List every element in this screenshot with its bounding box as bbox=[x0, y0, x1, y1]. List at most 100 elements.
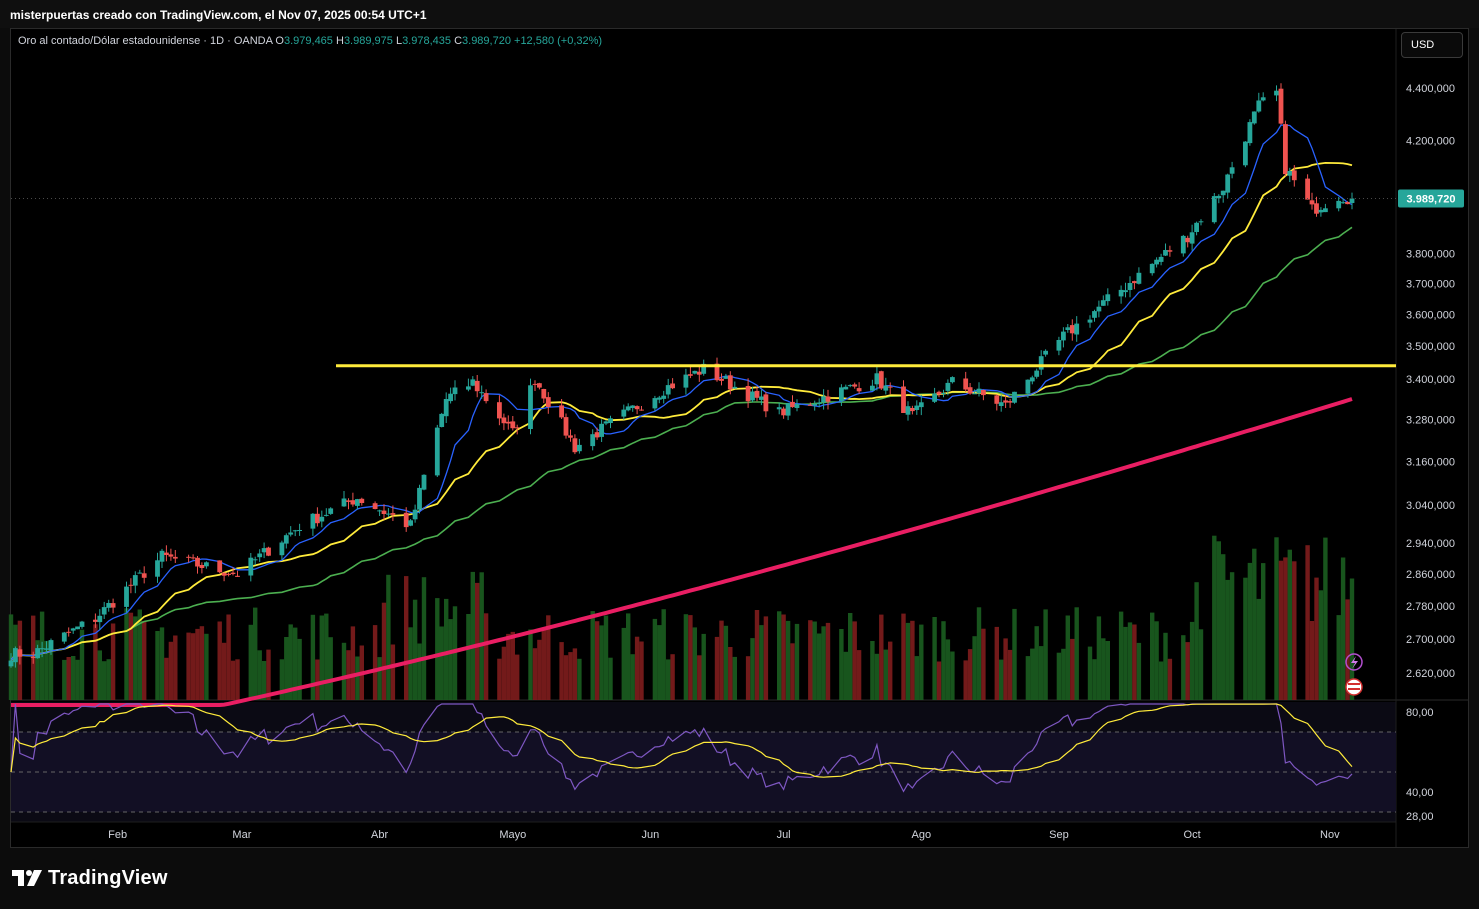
volume-bar bbox=[386, 574, 391, 700]
volume-bar bbox=[315, 659, 320, 700]
volume-bar bbox=[412, 599, 418, 700]
volume-bar bbox=[1087, 646, 1093, 700]
volume-bar bbox=[1105, 641, 1110, 700]
volume-bar bbox=[603, 615, 609, 700]
candle-body bbox=[630, 405, 636, 408]
volume-bar bbox=[781, 614, 786, 700]
candle-body bbox=[381, 510, 387, 514]
candle-body bbox=[1154, 259, 1159, 265]
candle-body bbox=[346, 500, 351, 502]
volume-bar bbox=[226, 614, 231, 700]
candle-body bbox=[279, 542, 285, 556]
volume-bar bbox=[204, 633, 209, 700]
candle-body bbox=[1105, 294, 1111, 302]
close-label: C bbox=[454, 35, 463, 47]
us-flag-stripe-icon bbox=[1348, 688, 1360, 690]
volume-bar bbox=[652, 618, 658, 700]
volume-bar bbox=[981, 628, 986, 700]
volume-bar bbox=[839, 629, 844, 700]
volume-bar bbox=[515, 654, 520, 700]
candle-body bbox=[141, 573, 147, 578]
candle-body bbox=[514, 427, 520, 429]
candle-body bbox=[1100, 300, 1106, 306]
candle-body bbox=[1132, 281, 1137, 284]
open-label: O bbox=[275, 35, 284, 47]
volume-bar bbox=[1229, 572, 1235, 700]
candle-body bbox=[963, 378, 969, 390]
candle-body bbox=[1340, 202, 1346, 204]
candle-body bbox=[1229, 167, 1235, 174]
volume-bar bbox=[577, 658, 582, 700]
volume-bar bbox=[1309, 621, 1315, 700]
candle-body bbox=[350, 500, 356, 505]
currency-button[interactable]: USD bbox=[1401, 32, 1463, 58]
candle-body bbox=[230, 572, 236, 574]
volume-bar bbox=[128, 612, 134, 700]
candle-body bbox=[590, 434, 596, 447]
price-tick-label: 2.620,000 bbox=[1406, 668, 1455, 680]
volume-bar bbox=[657, 625, 662, 700]
candle-body bbox=[1092, 311, 1097, 318]
candle-body bbox=[714, 363, 720, 381]
volume-bar bbox=[883, 649, 888, 700]
ma-20-line bbox=[10, 161, 1353, 662]
volume-bar bbox=[1261, 563, 1266, 700]
candle-body bbox=[8, 660, 14, 667]
volume-bar bbox=[950, 651, 955, 700]
time-tick-label: Abr bbox=[371, 829, 388, 841]
volume-bar bbox=[932, 617, 937, 700]
candle-body bbox=[1043, 350, 1048, 355]
candle-body bbox=[1003, 400, 1008, 403]
volume-bar bbox=[905, 622, 911, 700]
candle-body bbox=[976, 388, 982, 394]
candle-body bbox=[124, 586, 129, 607]
candle-body bbox=[816, 402, 822, 404]
volume-bar bbox=[470, 571, 475, 700]
volume-bar bbox=[1127, 622, 1133, 700]
candle-body bbox=[35, 648, 40, 659]
candle-body bbox=[44, 648, 49, 650]
volume-bar bbox=[293, 627, 298, 700]
volume-bar bbox=[235, 659, 240, 700]
candle-body bbox=[452, 387, 458, 395]
candle-body bbox=[199, 565, 205, 568]
candle-body bbox=[479, 392, 485, 394]
candle-body bbox=[1247, 122, 1253, 144]
volume-bar bbox=[777, 611, 782, 700]
candle-body bbox=[1336, 200, 1342, 209]
candle-body bbox=[683, 374, 689, 388]
rsi-tick-label: 40,00 bbox=[1406, 787, 1434, 799]
candle-body bbox=[292, 530, 298, 532]
volume-bar bbox=[1074, 607, 1079, 700]
candle-body bbox=[843, 386, 849, 390]
candle-body bbox=[901, 386, 906, 413]
volume-bar bbox=[1061, 648, 1066, 700]
volume-bar bbox=[888, 641, 893, 700]
candle-body bbox=[652, 398, 658, 409]
price-tick-label: 3.800,000 bbox=[1406, 248, 1455, 260]
candle-body bbox=[723, 376, 729, 379]
high-label: H bbox=[335, 35, 344, 47]
volume-bar bbox=[639, 641, 644, 700]
volume-bar bbox=[164, 657, 169, 700]
volume-bar bbox=[856, 650, 862, 700]
price-tick-label: 3.600,000 bbox=[1406, 309, 1455, 321]
time-tick-label: Jul bbox=[777, 829, 791, 841]
candle-body bbox=[839, 387, 844, 401]
candle-body bbox=[688, 374, 693, 376]
candle-body bbox=[759, 396, 764, 400]
rsi-tick-label: 80,00 bbox=[1406, 707, 1434, 719]
volume-bar bbox=[1185, 642, 1190, 700]
candle-body bbox=[981, 390, 986, 396]
volume-bar bbox=[976, 607, 982, 700]
candle-body bbox=[1074, 323, 1080, 335]
candle-body bbox=[634, 406, 640, 410]
volume-bar bbox=[328, 637, 333, 700]
candle-body bbox=[1029, 377, 1035, 382]
candle-body bbox=[390, 513, 396, 515]
volume-bar bbox=[1340, 557, 1346, 700]
volume-bar bbox=[324, 613, 329, 700]
price-tick-label: 2.860,000 bbox=[1406, 569, 1455, 581]
volume-bar bbox=[124, 608, 129, 700]
